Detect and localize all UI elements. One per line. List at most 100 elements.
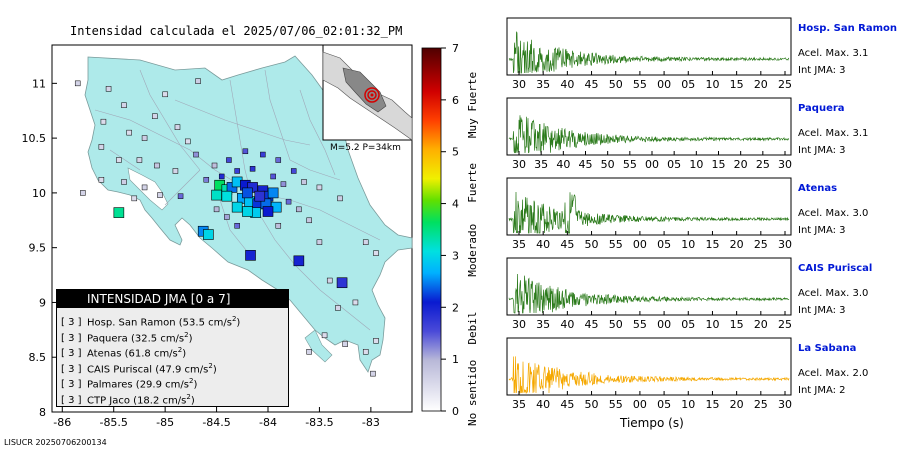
station-marker-large: [267, 187, 279, 199]
station-marker-small: [342, 341, 348, 347]
legend-pga-close: ): [236, 317, 241, 329]
station-marker-small: [162, 91, 168, 98]
waveform-tick-label: 50: [585, 398, 599, 411]
waveform-tick-label: 55: [633, 78, 647, 91]
waveform-panel: [506, 337, 792, 396]
legend-pga-close: ): [193, 379, 198, 391]
lat-tick-label: 10: [32, 187, 46, 200]
waveform-accel-max: Acel. Max. 3.0: [798, 288, 869, 299]
colorbar-class-label: No sentido: [466, 360, 479, 426]
station-marker-small: [275, 157, 282, 163]
waveform-accel-max: Acel. Max. 2.0: [798, 368, 869, 379]
station-marker-small: [224, 214, 230, 220]
map-title: Intensidad calculada el 2025/07/06_02:01…: [70, 24, 403, 38]
station-marker-small: [326, 277, 333, 284]
waveform-tick-label: 45: [560, 238, 574, 251]
station-marker-small: [285, 198, 292, 205]
lon-tick-label: -86: [53, 416, 71, 429]
inset-map: [322, 44, 413, 141]
waveform-trace: [508, 273, 790, 314]
station-marker-small: [203, 176, 210, 183]
waveform-tick-label: 05: [681, 318, 695, 331]
waveform-tick-label: 35: [534, 158, 548, 171]
station-marker-large: [221, 190, 233, 202]
legend-station: Palmares: [87, 379, 136, 391]
waveform-trace: [508, 115, 790, 154]
station-marker-small: [152, 113, 158, 119]
legend-entry: [ 3 ] CAIS Puriscal (47.9 cm/s2): [61, 359, 288, 375]
waveform-tick-label: 15: [730, 318, 744, 331]
station-marker-small: [98, 144, 105, 150]
waveform-tick-label: 50: [609, 318, 623, 331]
lat-tick-label: 11: [32, 77, 46, 90]
waveform-tick-label: 25: [778, 78, 792, 91]
colorbar-tick-label: 1: [452, 353, 459, 366]
waveform-station-name: Paquera: [798, 103, 845, 114]
legend-pga: (32.5 cm/s: [130, 332, 185, 344]
station-marker-small: [141, 184, 148, 191]
waveform-tick-label: 10: [681, 398, 695, 411]
station-marker-small: [116, 157, 122, 163]
waveform-tick-label: 05: [657, 398, 671, 411]
legend-grade: [ 3 ]: [61, 348, 82, 360]
waveform-tick-label: 25: [756, 158, 770, 171]
legend-pga: (47.9 cm/s: [155, 363, 209, 375]
waveform-tick-label: 50: [585, 238, 599, 251]
colorbar-class-label: Fuerte: [466, 163, 479, 203]
waveform-station-name: CAIS Puriscal: [798, 263, 873, 274]
station-marker-small: [174, 124, 181, 130]
colorbar-class-label: Debil: [466, 311, 479, 344]
station-marker-small: [141, 135, 148, 141]
legend-pga-close: ): [212, 363, 217, 375]
legend-pga-exponent: 2: [231, 315, 237, 323]
colorbar-tick-label: 4: [452, 198, 459, 211]
waveform-int-jma: Int JMA: 2: [798, 385, 846, 396]
station-marker-small: [280, 181, 287, 187]
legend-pga-exponent: 2: [186, 392, 191, 401]
legend-pga: (18.2 cm/s: [133, 394, 187, 406]
waveform-tick-label: 00: [633, 238, 647, 251]
lon-tick-label: -85.5: [99, 416, 127, 429]
station-marker-small: [121, 179, 127, 185]
colorbar-tick-label: 2: [452, 301, 459, 314]
legend-pga-close: ): [182, 348, 187, 360]
waveform-tick-label: 45: [579, 158, 593, 171]
waveform-tick-label: 40: [536, 398, 550, 411]
station-marker-small: [296, 206, 302, 213]
waveform-tick-label: 30: [512, 158, 526, 171]
station-marker-small: [226, 157, 232, 163]
waveform-trace: [508, 191, 790, 235]
lat-tick-label: 9.5: [29, 242, 47, 255]
station-marker-large: [242, 187, 253, 199]
station-marker-large: [211, 189, 222, 201]
lon-tick-label: -83: [362, 416, 380, 429]
big-stations-layer: [113, 176, 348, 289]
station-marker-small: [335, 305, 341, 311]
waveform-tick-label: 55: [633, 318, 647, 331]
station-marker-small: [80, 190, 86, 196]
station-marker-small: [185, 138, 191, 145]
station-marker-small: [362, 348, 369, 355]
footer-code: LISUCR 20250706200134: [4, 438, 107, 447]
waveform-tick-label: 30: [512, 78, 526, 91]
legend-pga: (53.5 cm/s: [178, 317, 232, 329]
waveform-tick-label: 10: [689, 158, 703, 171]
waveform-int-jma: Int JMA: 3: [798, 65, 846, 76]
legend-entries: [ 3 ] Hosp. San Ramon (53.5 cm/s2)[ 3 ] Pa…: [57, 308, 288, 406]
station-marker-large: [336, 277, 348, 289]
station-marker-small: [370, 370, 376, 377]
waveform-tick-label: 15: [712, 158, 726, 171]
colorbar-class-label: Muy Fuerte: [466, 72, 479, 138]
legend-pga-exponent: 2: [208, 361, 213, 370]
legend-pga: (61.8 cm/s: [124, 348, 178, 360]
station-marker-small: [100, 118, 107, 125]
lat-tick-label: 9: [39, 296, 46, 309]
legend-entry: [ 3 ] Atenas (61.8 cm/s2): [61, 343, 288, 359]
waveform-tick-label: 20: [754, 318, 768, 331]
waveform-tick-label: 30: [778, 398, 792, 411]
station-marker-small: [316, 239, 323, 245]
small-stations-layer: [74, 78, 379, 377]
legend-station: CAIS Puriscal: [87, 363, 156, 375]
waveform-tick-label: 40: [536, 238, 550, 251]
waveform-accel-max: Acel. Max. 3.1: [798, 128, 869, 139]
